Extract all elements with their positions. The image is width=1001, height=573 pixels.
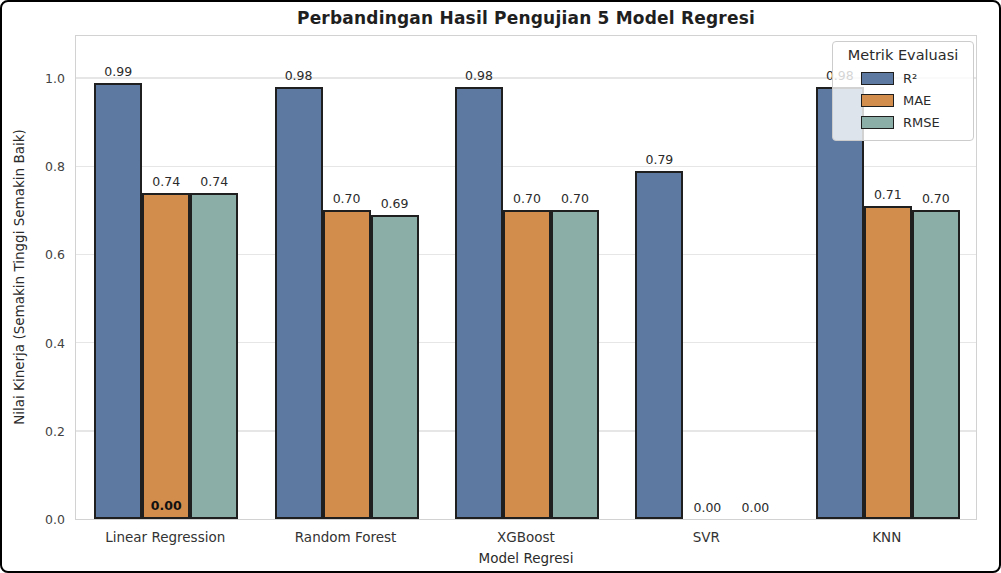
legend-swatch-mae: [861, 94, 894, 107]
y-tick-1.0: 1.0: [23, 71, 65, 86]
chart-figure: Perbandingan Hasil Pengujian 5 Model Reg…: [0, 0, 1001, 573]
x-tick-xgboost: XGBoost: [497, 529, 555, 545]
bar-value-label-mae-xgboost: 0.70: [513, 191, 541, 206]
legend-item-r2: R²: [841, 67, 965, 89]
bar-value-label-mae-random-forest: 0.70: [333, 191, 361, 206]
bar-value-label-r2-random-forest: 0.98: [285, 68, 313, 83]
legend-item-rmse: RMSE: [841, 111, 965, 133]
bar-value-label-rmse-random-forest: 0.69: [381, 196, 409, 211]
y-tick-0.6: 0.6: [23, 247, 65, 262]
bar-value-label-mae-svr: 0.00: [693, 500, 721, 515]
bar-r2-random-forest: [275, 87, 323, 519]
y-tick-0.0: 0.0: [23, 512, 65, 527]
y-tick-0.8: 0.8: [23, 159, 65, 174]
x-tick-random-forest: Random Forest: [295, 529, 397, 545]
legend-swatch-rmse: [861, 116, 894, 129]
bar-rmse-random-forest: [371, 215, 419, 519]
bar-rmse-linear-regression: [190, 193, 238, 519]
legend-label-rmse: RMSE: [903, 115, 940, 130]
bar-value-label-r2-svr: 0.79: [645, 152, 673, 167]
legend-item-mae: MAE: [841, 89, 965, 111]
legend: Metrik Evaluasi R² MAE RMSE: [832, 41, 974, 141]
bar-mae-random-forest: [323, 210, 371, 519]
bar-value-label-rmse-linear-regression: 0.74: [200, 174, 228, 189]
chart-title: Perbandingan Hasil Pengujian 5 Model Reg…: [75, 8, 977, 28]
bar-value-label-rmse-svr: 0.00: [741, 500, 769, 515]
bar-value-label-rmse-xgboost: 0.70: [561, 191, 589, 206]
x-tick-svr: SVR: [693, 529, 720, 545]
bar-rmse-xgboost: [551, 210, 599, 519]
y-tick-0.4: 0.4: [23, 336, 65, 351]
bar-r2-knn: [816, 87, 864, 519]
legend-title: Metrik Evaluasi: [841, 47, 965, 63]
extra-bar-label-0: 0.00: [151, 498, 182, 513]
bar-r2-linear-regression: [94, 83, 142, 520]
legend-swatch-r2: [861, 72, 894, 85]
legend-entries: R² MAE RMSE: [841, 67, 965, 133]
x-tick-knn: KNN: [872, 529, 901, 545]
x-axis-label: Model Regresi: [75, 550, 977, 566]
bar-value-label-mae-knn: 0.71: [874, 187, 902, 202]
bar-value-label-rmse-knn: 0.70: [922, 191, 950, 206]
bar-mae-linear-regression: [142, 193, 190, 519]
bar-mae-xgboost: [503, 210, 551, 519]
legend-label-mae: MAE: [903, 93, 931, 108]
y-tick-0.2: 0.2: [23, 424, 65, 439]
bar-r2-svr: [635, 171, 683, 519]
x-tick-linear-regression: Linear Regression: [105, 529, 225, 545]
bar-rmse-knn: [912, 210, 960, 519]
bar-mae-knn: [864, 206, 912, 519]
bar-r2-xgboost: [455, 87, 503, 519]
bar-value-label-mae-linear-regression: 0.74: [152, 174, 180, 189]
bar-value-label-r2-linear-regression: 0.99: [104, 64, 132, 79]
legend-label-r2: R²: [903, 71, 917, 86]
bar-value-label-r2-xgboost: 0.98: [465, 68, 493, 83]
